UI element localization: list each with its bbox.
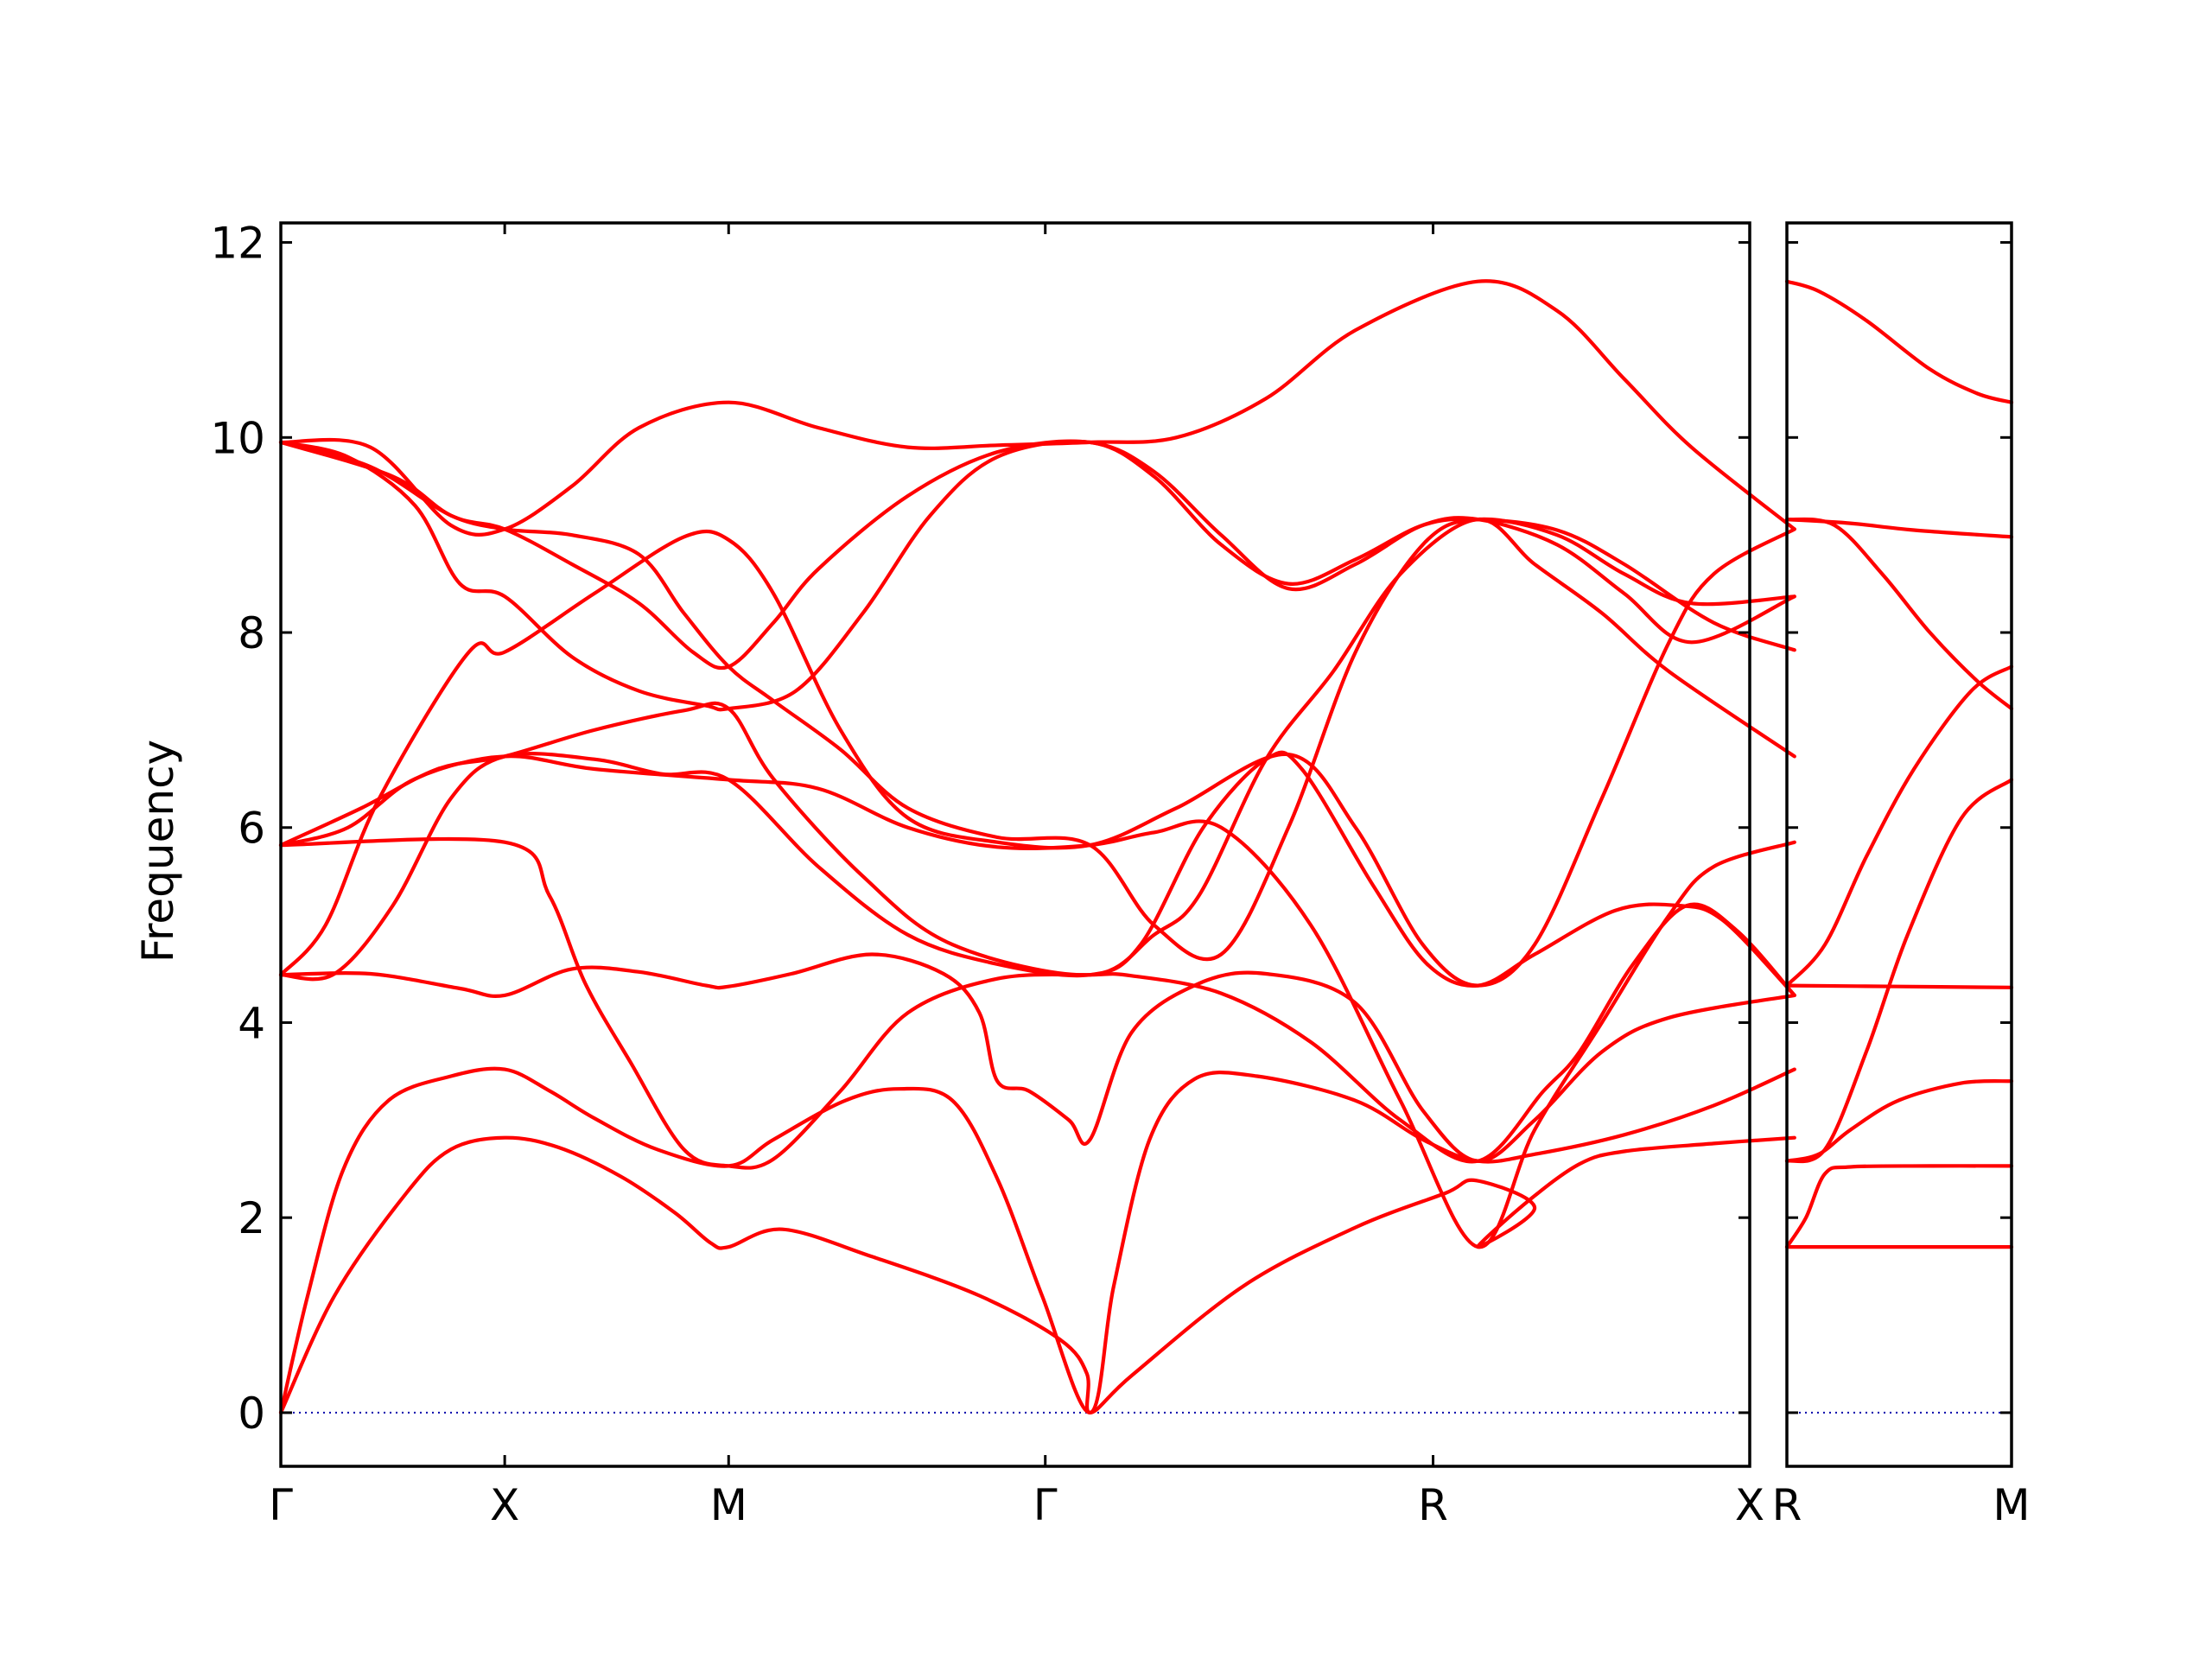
inset-band-r9 bbox=[1784, 279, 2014, 404]
inset-band-r7 bbox=[1784, 517, 2014, 711]
xtick-label: M bbox=[1993, 1480, 2030, 1530]
main-band-b8 bbox=[278, 754, 1796, 1249]
inset-band-r6 bbox=[1784, 664, 2014, 988]
main-band-b2 bbox=[278, 1066, 1796, 1414]
inset-band-r5 bbox=[1784, 983, 2014, 989]
ytick-label: 4 bbox=[238, 998, 265, 1048]
main-band-b4 bbox=[278, 836, 1796, 1170]
main-band-b6 bbox=[278, 517, 1796, 977]
xtick-label: X bbox=[490, 1480, 519, 1530]
main-band-b3 bbox=[278, 952, 1796, 1163]
inset-band-r3 bbox=[1784, 1078, 2014, 1163]
inset-band-r4 bbox=[1784, 778, 2014, 1164]
main-band-b7 bbox=[278, 527, 1796, 988]
main-band-b10 bbox=[278, 439, 1796, 712]
xtick-label: X bbox=[1735, 1480, 1764, 1530]
main-band-b9 bbox=[278, 439, 1796, 671]
xtick-label: Γ bbox=[1033, 1480, 1058, 1530]
xtick-label: Γ bbox=[269, 1480, 293, 1530]
inset-band-r2 bbox=[1784, 1164, 2014, 1249]
ytick-label: 10 bbox=[210, 413, 265, 463]
main-band-b1 bbox=[278, 1135, 1796, 1414]
main-band-b5 bbox=[278, 750, 1796, 997]
xtick-label: R bbox=[1772, 1480, 1802, 1530]
inset-band-r8 bbox=[1784, 518, 2014, 539]
xtick-label: R bbox=[1418, 1480, 1448, 1530]
ytick-label: 6 bbox=[238, 804, 265, 854]
ytick-label: 2 bbox=[238, 1193, 265, 1243]
y-axis-label: Frequency bbox=[133, 740, 183, 963]
main-frame bbox=[279, 221, 1751, 1468]
ytick-label: 0 bbox=[238, 1389, 265, 1439]
main-band-b12 bbox=[278, 440, 1796, 962]
ytick-label: 12 bbox=[210, 219, 265, 269]
inset-frame bbox=[1785, 221, 2013, 1468]
main-panel: 0 2 4 6 8 10 12 Γ X M Γ R X bbox=[210, 219, 1796, 1530]
xtick-label: M bbox=[710, 1480, 747, 1530]
ytick-label: 8 bbox=[238, 608, 265, 658]
main-band-b11 bbox=[278, 279, 1796, 537]
